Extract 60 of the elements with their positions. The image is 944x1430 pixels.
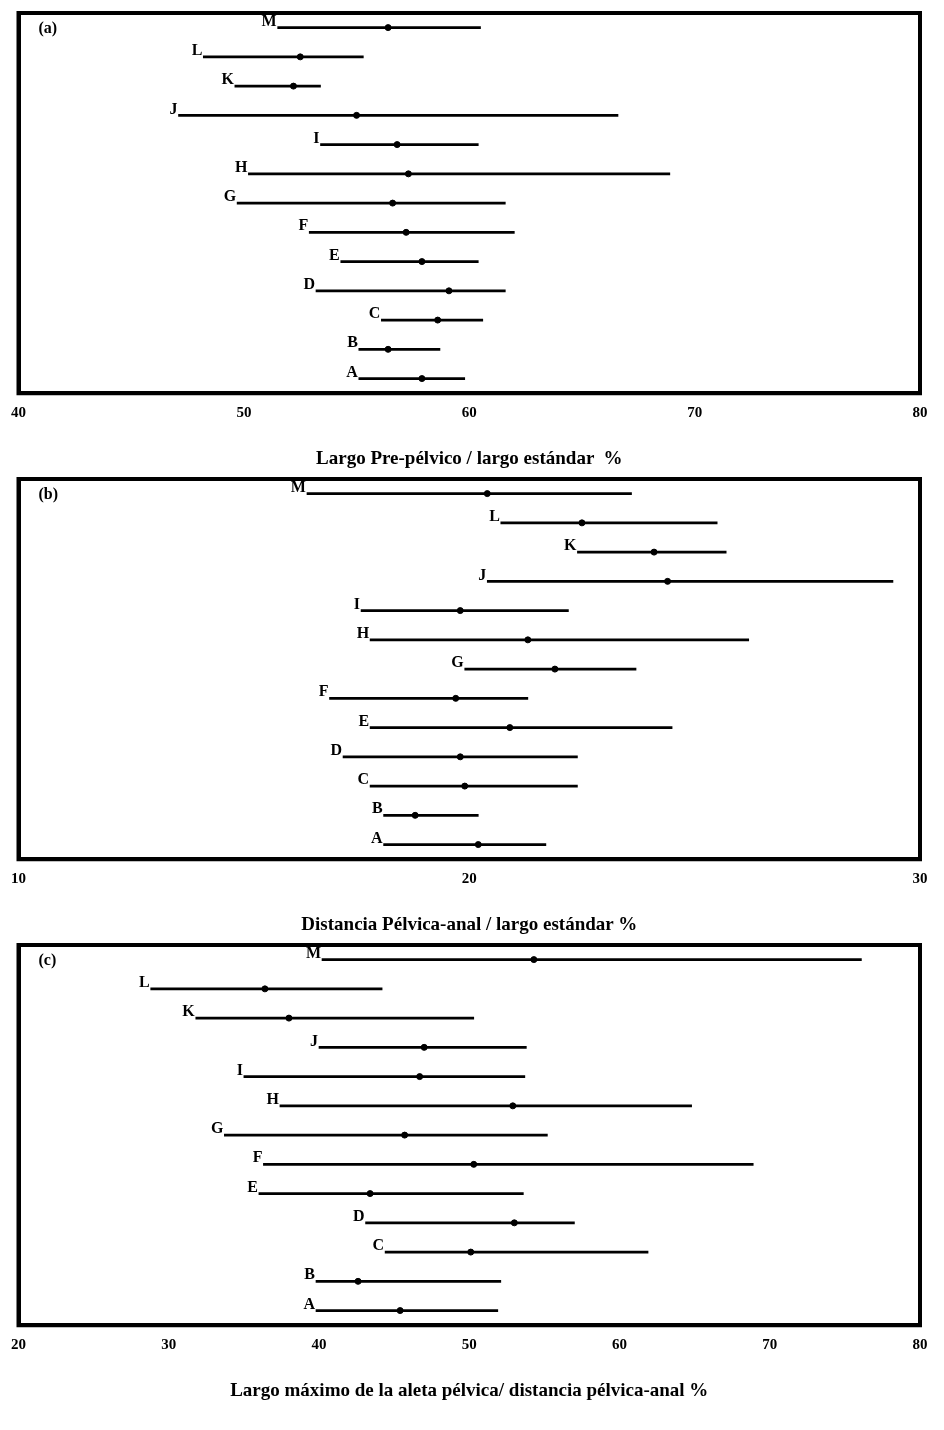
x-tick-label: 80 [912, 1336, 928, 1353]
category-label: J [478, 565, 487, 583]
x-axis-title: Distancia Pélvica-anal / largo estándar % [301, 912, 638, 934]
category-label: K [563, 536, 577, 554]
category-label: L [489, 507, 500, 525]
y-tick-label: D [303, 274, 315, 292]
bar [321, 958, 862, 961]
category-label: C [372, 1236, 385, 1254]
bar [263, 1163, 754, 1166]
bar [277, 26, 481, 29]
x-tick-label: 60 [461, 404, 477, 421]
annotation: (c) [38, 951, 57, 970]
bar [383, 814, 479, 817]
category-label: L [139, 973, 150, 991]
x-tick-label: 80 [912, 404, 928, 421]
category-label: K [182, 1002, 195, 1020]
x-tick-label: 10 [11, 870, 26, 887]
bar [358, 377, 466, 380]
bar [315, 1280, 502, 1283]
x-tick-label: 60 [612, 1336, 627, 1353]
category-label: F [318, 682, 329, 700]
bar [308, 231, 515, 234]
category-label: D [330, 740, 343, 758]
x-tick-label: 20 [461, 870, 477, 887]
bar [318, 1046, 527, 1049]
x-axis-title: Largo máximo de la aleta pélvica/ distancia pélvica-anal % [230, 1378, 709, 1400]
bar [320, 143, 479, 146]
bar [315, 1309, 499, 1312]
bar [383, 843, 547, 846]
bar [486, 580, 894, 583]
category-label: E [247, 1177, 258, 1195]
bar [329, 697, 529, 700]
category-label: G [210, 1119, 224, 1137]
x-tick-label: 30 [161, 1336, 177, 1353]
bar [178, 114, 619, 117]
category-label: B [371, 799, 383, 817]
bar [369, 726, 673, 729]
x-axis-title: Largo Pre-pélvico / largo estándar % [316, 446, 623, 468]
category-label: E [358, 711, 370, 729]
bar [358, 348, 441, 351]
x-tick-label: 50 [236, 404, 252, 421]
x-tick-label: 40 [311, 1336, 327, 1353]
bar [360, 609, 569, 612]
category-label: F [252, 1148, 263, 1166]
x-tick-label: 30 [912, 870, 928, 887]
category-label: C [357, 770, 370, 788]
x-tick-label: 70 [687, 404, 703, 421]
x-tick-label: 20 [11, 1336, 26, 1353]
bar [258, 1192, 524, 1195]
x-tick-label: 50 [461, 1336, 477, 1353]
x-tick-label: 70 [762, 1336, 778, 1353]
x-tick-label: 40 [11, 404, 26, 421]
bar [306, 492, 632, 495]
category-label: H [266, 1089, 279, 1107]
category-label: G [451, 653, 464, 671]
bar [340, 260, 479, 263]
bar [243, 1075, 526, 1078]
annotation: (b) [38, 485, 59, 504]
category-label: A [371, 828, 383, 846]
annotation: (a) [38, 19, 58, 38]
